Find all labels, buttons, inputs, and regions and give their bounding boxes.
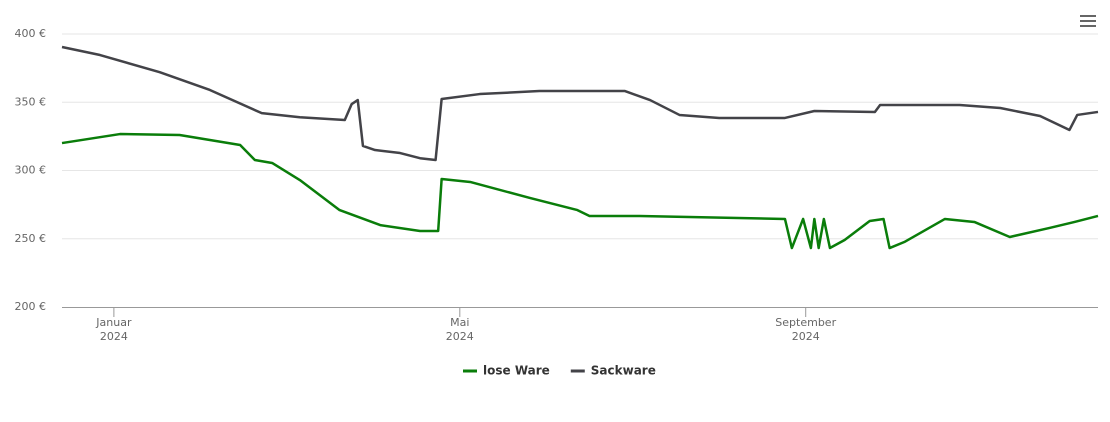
menu-bar: [1080, 15, 1096, 17]
x-tick-label: 2024: [446, 330, 474, 343]
menu-bar: [1080, 20, 1096, 22]
x-tick-label: Mai: [450, 316, 469, 329]
series-line: [61, 132, 1099, 250]
x-tick-label: 2024: [100, 330, 128, 343]
menu-button[interactable]: [1080, 15, 1096, 27]
menu-bar: [1080, 25, 1096, 27]
y-tick-label: 400 €: [15, 27, 47, 40]
x-tick-label: Januar: [95, 316, 132, 329]
legend-item[interactable]: Sackware: [570, 364, 656, 378]
x-tick-label: September: [775, 316, 836, 329]
legend: lose Ware Sackware: [463, 364, 656, 378]
y-tick-label: 350 €: [15, 95, 47, 108]
legend-label: lose Ware: [483, 364, 550, 378]
y-tick-label: 300 €: [15, 164, 47, 177]
y-tick-label: 250 €: [15, 232, 47, 245]
legend-label: Sackware: [591, 364, 656, 378]
legend-item[interactable]: lose Ware: [463, 364, 550, 378]
y-tick-label: 200 €: [15, 300, 47, 313]
series-line: [61, 45, 1099, 162]
x-tick-label: 2024: [792, 330, 820, 343]
